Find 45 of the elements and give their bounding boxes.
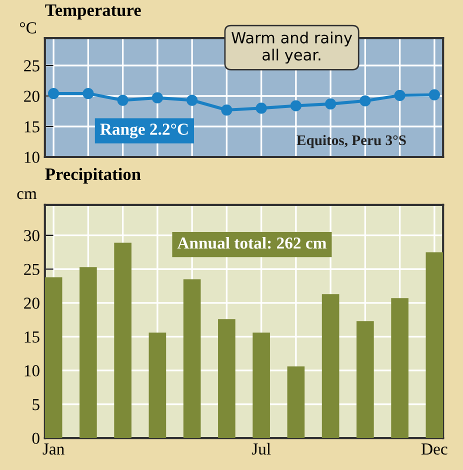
point [152, 92, 163, 104]
bar [287, 366, 305, 438]
bar [426, 252, 444, 438]
y-axis-title: cm [17, 191, 37, 200]
bar [80, 267, 97, 438]
x-tick-label: Jul [252, 442, 271, 455]
x-tick-label: Jan [42, 444, 64, 455]
point [360, 95, 371, 106]
y-tick-label: 5 [32, 399, 40, 410]
point [428, 89, 440, 100]
bar [252, 332, 270, 438]
annotation: Range 2.2°C [100, 124, 188, 138]
point [48, 88, 60, 100]
point [186, 94, 198, 106]
bar [322, 294, 340, 438]
chart-title: Precipitation [45, 168, 141, 184]
bar [148, 332, 166, 438]
bar [114, 242, 132, 438]
y-tick-label: 10 [24, 152, 40, 163]
y-axis-title: °C [20, 22, 36, 34]
point [117, 94, 128, 106]
point [325, 98, 336, 110]
bar [391, 298, 408, 438]
point [221, 104, 232, 116]
y-tick-label: 15 [24, 121, 40, 132]
y-tick-label: 30 [24, 230, 40, 242]
point [290, 100, 302, 112]
y-tick-label: 25 [24, 60, 40, 72]
chart-title: Temperature [45, 4, 141, 20]
y-tick-label: 25 [24, 264, 40, 276]
y-tick-label: 0 [32, 432, 40, 444]
annotation: Warm and rainy all year. [232, 32, 352, 64]
bar [44, 277, 62, 438]
point [256, 102, 267, 114]
y-tick-label: 20 [24, 298, 40, 309]
bar [218, 319, 236, 438]
point [394, 90, 406, 101]
y-tick-label: 10 [24, 365, 40, 376]
y-tick-label: 20 [24, 90, 40, 102]
annotation: Annual total: 262 cm [177, 236, 326, 249]
x-tick-label: Dec [421, 444, 448, 455]
bar [356, 321, 374, 438]
y-tick-label: 15 [24, 331, 40, 343]
bar [183, 279, 201, 438]
point [82, 88, 94, 100]
